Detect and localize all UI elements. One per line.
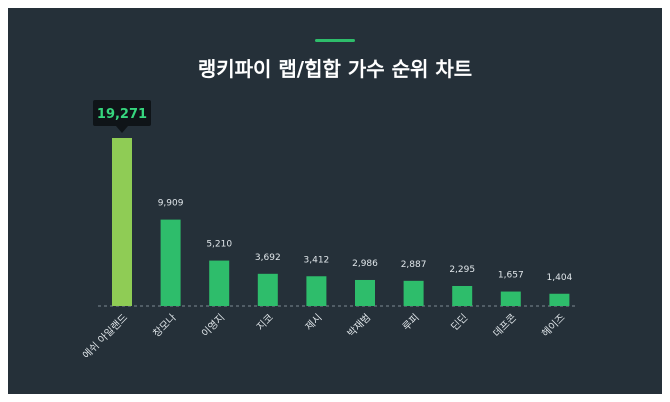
bar bbox=[403, 280, 424, 306]
bar bbox=[209, 260, 230, 306]
data-label: 9,909 bbox=[158, 199, 184, 209]
bar bbox=[549, 293, 570, 306]
bar bbox=[257, 273, 278, 306]
tick-label: 헤이즈 bbox=[540, 312, 568, 340]
chart-title: 랭키파이 랩/힙합 가수 순위 차트 bbox=[198, 57, 472, 81]
data-label: 2,887 bbox=[401, 260, 427, 270]
data-label: 2,986 bbox=[352, 259, 378, 269]
bar bbox=[355, 279, 375, 306]
data-label: 1,657 bbox=[498, 271, 524, 281]
tick-label: 에쉬 아일랜드 bbox=[80, 312, 130, 362]
tick-label: 박재범 bbox=[345, 312, 373, 340]
tick-label: 제시 bbox=[303, 312, 325, 334]
bar bbox=[112, 138, 132, 306]
title-accent-line bbox=[315, 39, 355, 42]
bar bbox=[452, 285, 473, 306]
tick-label: 지코 bbox=[254, 312, 276, 334]
data-label: 2,295 bbox=[449, 265, 475, 275]
data-label: 3,412 bbox=[304, 255, 330, 265]
data-label: 3,692 bbox=[255, 253, 281, 263]
bar bbox=[160, 219, 181, 306]
data-label: 19,271 bbox=[97, 107, 147, 122]
tick-label: 딘딘 bbox=[449, 312, 471, 334]
bar bbox=[306, 276, 327, 306]
tick-label: 데프콘 bbox=[491, 312, 519, 340]
data-label: 1,404 bbox=[547, 273, 573, 283]
value-tooltip bbox=[93, 100, 151, 126]
tick-label: 창모나 bbox=[151, 312, 179, 340]
data-label: 5,210 bbox=[206, 240, 232, 250]
tick-label: 이영지 bbox=[199, 312, 227, 340]
tick-label: 루피 bbox=[400, 312, 422, 334]
bar bbox=[500, 291, 521, 306]
tooltip-arrow bbox=[116, 126, 128, 133]
